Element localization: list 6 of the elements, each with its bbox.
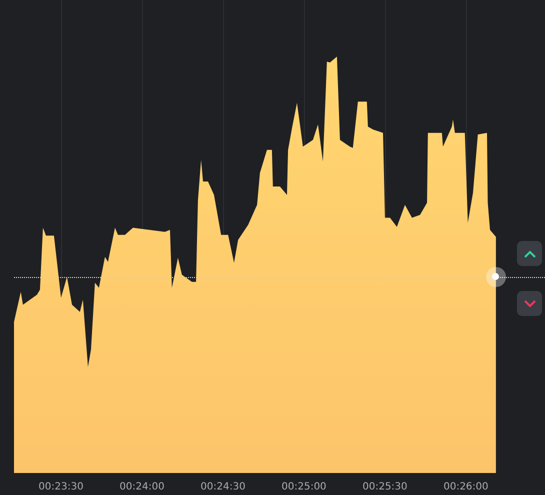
x-tick-label: 00:24:30 bbox=[200, 482, 246, 492]
x-tick-label: 00:25:00 bbox=[282, 482, 326, 492]
x-tick-label: 00:24:00 bbox=[120, 482, 164, 492]
x-tick-label: 00:25:30 bbox=[362, 482, 408, 492]
x-tick-label: 00:26:00 bbox=[443, 482, 488, 492]
x-tick-label: 00:23:30 bbox=[38, 482, 84, 492]
